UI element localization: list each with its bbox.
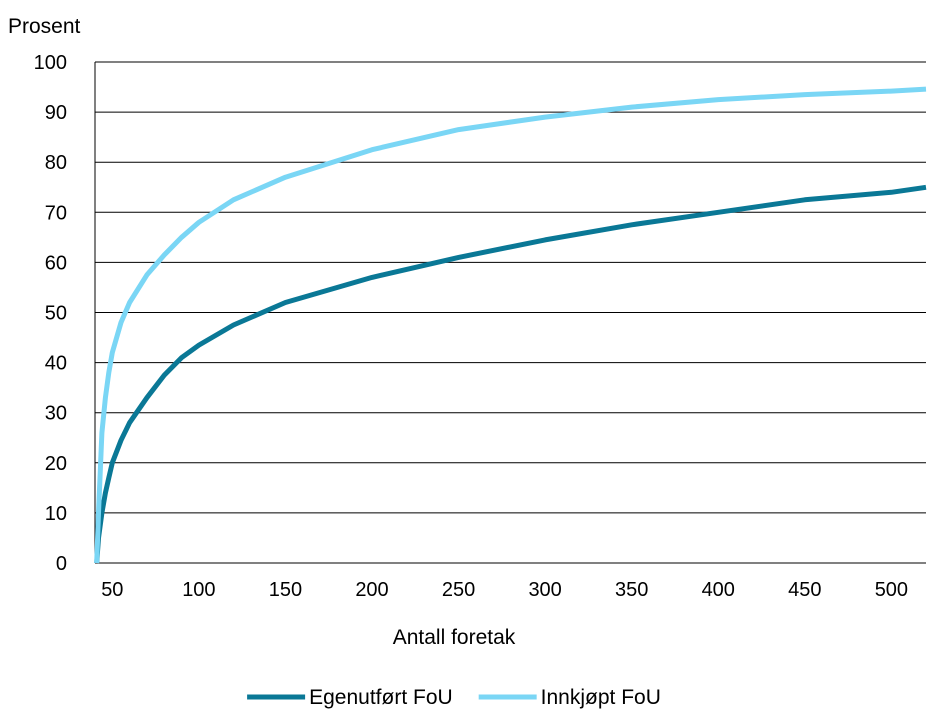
x-tick-label: 50 — [101, 579, 123, 601]
y-tick-label: 70 — [45, 202, 67, 224]
y-tick-labels: 0 10 20 30 40 50 60 70 80 90 100 — [34, 52, 67, 575]
x-tick-label: 450 — [788, 579, 821, 601]
x-tick-label: 250 — [442, 579, 475, 601]
legend-label: Egenutført FoU — [309, 686, 453, 709]
series-lines — [94, 86, 927, 564]
y-tick-label: 60 — [45, 252, 67, 274]
x-axis-title: Antall foretak — [393, 626, 516, 649]
legend-label: Innkjøpt FoU — [541, 686, 661, 709]
y-tick-label: 50 — [45, 303, 67, 325]
y-tick-label: 80 — [45, 152, 67, 174]
x-tick-label: 150 — [269, 579, 302, 601]
y-tick-label: 40 — [45, 353, 67, 375]
x-tick-label: 300 — [528, 579, 561, 601]
legend: Egenutført FoU Innkjøpt FoU — [247, 686, 661, 709]
series-line-1 — [94, 184, 927, 564]
y-tick-label: 10 — [45, 503, 67, 525]
y-tick-label: 90 — [45, 102, 67, 124]
y-tick-label: 100 — [34, 52, 67, 74]
axes — [94, 62, 926, 564]
x-tick-labels: 50 100 150 200 250 300 350 400 450 500 — [101, 579, 908, 601]
x-tick-label: 350 — [615, 579, 648, 601]
x-tick-label: 100 — [182, 579, 215, 601]
x-tick-label: 500 — [875, 579, 908, 601]
gridlines — [95, 61, 926, 514]
series-line-2 — [94, 86, 927, 564]
y-tick-label: 20 — [45, 453, 67, 475]
y-axis-title: Prosent — [8, 15, 81, 38]
y-tick-label: 30 — [45, 403, 67, 425]
x-tick-label: 200 — [355, 579, 388, 601]
y-tick-label: 0 — [56, 553, 67, 575]
x-tick-label: 400 — [702, 579, 735, 601]
